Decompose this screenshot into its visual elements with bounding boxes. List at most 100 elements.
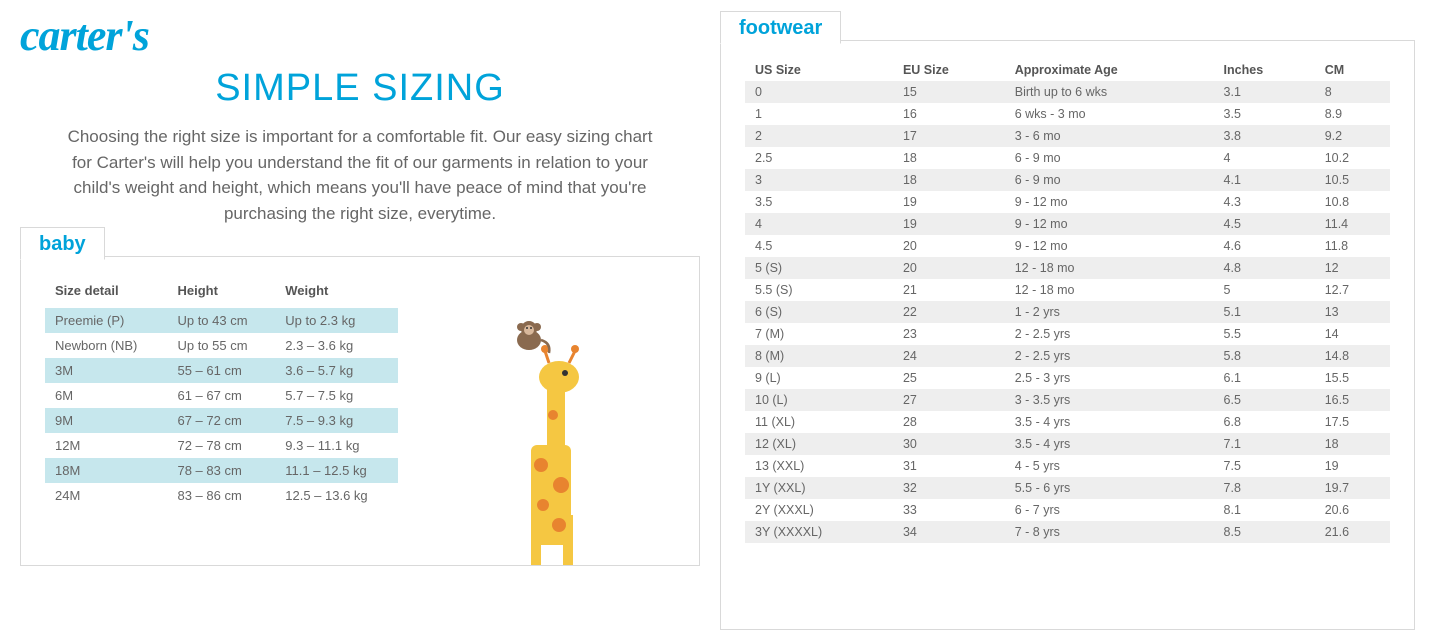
table-cell: 22 [893, 301, 1005, 323]
table-cell: 2.3 – 3.6 kg [275, 333, 398, 358]
table-cell: 6M [45, 383, 167, 408]
table-cell: 3.5 - 4 yrs [1005, 411, 1214, 433]
column-header: Approximate Age [1005, 59, 1214, 81]
table-cell: 0 [745, 81, 893, 103]
table-cell: 3 - 6 mo [1005, 125, 1214, 147]
table-row: 13 (XXL)314 - 5 yrs7.519 [745, 455, 1390, 477]
table-cell: 34 [893, 521, 1005, 543]
table-cell: 4.8 [1214, 257, 1315, 279]
right-column: footwear US SizeEU SizeApproximate AgeIn… [720, 10, 1415, 634]
table-cell: 3.1 [1214, 81, 1315, 103]
table-cell: 23 [893, 323, 1005, 345]
table-cell: 6 (S) [745, 301, 893, 323]
table-cell: 4 [1214, 147, 1315, 169]
table-row: 3M55 – 61 cm3.6 – 5.7 kg [45, 358, 398, 383]
table-cell: 21.6 [1315, 521, 1390, 543]
table-cell: 14.8 [1315, 345, 1390, 367]
table-cell: 78 – 83 cm [167, 458, 275, 483]
table-cell: 32 [893, 477, 1005, 499]
table-cell: 21 [893, 279, 1005, 301]
table-cell: 4 [745, 213, 893, 235]
table-cell: 1 [745, 103, 893, 125]
table-cell: Birth up to 6 wks [1005, 81, 1214, 103]
table-row: 2.5186 - 9 mo410.2 [745, 147, 1390, 169]
table-cell: 8.9 [1315, 103, 1390, 125]
table-cell: 24 [893, 345, 1005, 367]
footwear-sizing-panel: footwear US SizeEU SizeApproximate AgeIn… [720, 40, 1415, 630]
table-cell: 11.4 [1315, 213, 1390, 235]
intro-text: Choosing the right size is important for… [20, 124, 700, 226]
table-cell: 14 [1315, 323, 1390, 345]
table-cell: 1 - 2 yrs [1005, 301, 1214, 323]
table-cell: 5 (S) [745, 257, 893, 279]
table-cell: 5.5 [1214, 323, 1315, 345]
page-title: SIMPLE SIZING [20, 67, 700, 110]
table-cell: 19 [893, 191, 1005, 213]
table-cell: 16.5 [1315, 389, 1390, 411]
table-row: 11 (XL)283.5 - 4 yrs6.817.5 [745, 411, 1390, 433]
table-row: 2173 - 6 mo3.89.2 [745, 125, 1390, 147]
footwear-sizing-table: US SizeEU SizeApproximate AgeInchesCM 01… [745, 59, 1390, 543]
column-header: Weight [275, 275, 398, 308]
table-cell: 20 [893, 235, 1005, 257]
table-cell: 2.5 [745, 147, 893, 169]
table-cell: 19 [893, 213, 1005, 235]
table-cell: 67 – 72 cm [167, 408, 275, 433]
table-row: 8 (M)242 - 2.5 yrs5.814.8 [745, 345, 1390, 367]
table-cell: 15.5 [1315, 367, 1390, 389]
table-cell: 17.5 [1315, 411, 1390, 433]
table-cell: 24M [45, 483, 167, 508]
table-row: 3Y (XXXXL)347 - 8 yrs8.521.6 [745, 521, 1390, 543]
footwear-tab: footwear [720, 11, 841, 44]
table-row: 6M61 – 67 cm5.7 – 7.5 kg [45, 383, 398, 408]
baby-tab: baby [20, 227, 105, 260]
table-row: 9 (L)252.5 - 3 yrs6.115.5 [745, 367, 1390, 389]
table-cell: 4.3 [1214, 191, 1315, 213]
baby-sizing-panel: baby Size detailHeightWeight Preemie (P)… [20, 256, 700, 566]
table-cell: Up to 43 cm [167, 308, 275, 333]
table-cell: 4.5 [745, 235, 893, 257]
column-header: US Size [745, 59, 893, 81]
table-cell: 31 [893, 455, 1005, 477]
table-cell: 4.6 [1214, 235, 1315, 257]
table-cell: 13 [1315, 301, 1390, 323]
table-cell: 8 (M) [745, 345, 893, 367]
left-column: carter's SIMPLE SIZING Choosing the righ… [20, 10, 720, 634]
table-cell: 6 - 9 mo [1005, 169, 1214, 191]
brand-logo: carter's [20, 10, 700, 61]
table-cell: 10.5 [1315, 169, 1390, 191]
table-cell: 6.1 [1214, 367, 1315, 389]
table-cell: 6 wks - 3 mo [1005, 103, 1214, 125]
column-header: Inches [1214, 59, 1315, 81]
table-cell: 7 (M) [745, 323, 893, 345]
table-cell: 2 [745, 125, 893, 147]
table-row: 9M67 – 72 cm7.5 – 9.3 kg [45, 408, 398, 433]
table-cell: 55 – 61 cm [167, 358, 275, 383]
table-cell: 12M [45, 433, 167, 458]
table-cell: 3.5 [745, 191, 893, 213]
column-header: CM [1315, 59, 1390, 81]
table-cell: 8.1 [1214, 499, 1315, 521]
table-cell: 9 - 12 mo [1005, 235, 1214, 257]
table-row: 5.5 (S)2112 - 18 mo512.7 [745, 279, 1390, 301]
column-header: EU Size [893, 59, 1005, 81]
table-cell: 28 [893, 411, 1005, 433]
table-cell: 8 [1315, 81, 1390, 103]
table-row: 4.5209 - 12 mo4.611.8 [745, 235, 1390, 257]
table-header-row: Size detailHeightWeight [45, 275, 398, 308]
table-row: 1166 wks - 3 mo3.58.9 [745, 103, 1390, 125]
table-cell: 3.5 - 4 yrs [1005, 433, 1214, 455]
table-cell: 61 – 67 cm [167, 383, 275, 408]
table-cell: Up to 2.3 kg [275, 308, 398, 333]
table-cell: 20.6 [1315, 499, 1390, 521]
table-cell: 9.2 [1315, 125, 1390, 147]
table-cell: 27 [893, 389, 1005, 411]
table-cell: 5.7 – 7.5 kg [275, 383, 398, 408]
table-cell: 2 - 2.5 yrs [1005, 323, 1214, 345]
table-cell: 12.5 – 13.6 kg [275, 483, 398, 508]
table-cell: 12 - 18 mo [1005, 279, 1214, 301]
table-cell: 19 [1315, 455, 1390, 477]
table-cell: 2Y (XXXL) [745, 499, 893, 521]
column-header: Size detail [45, 275, 167, 308]
table-cell: 5 [1214, 279, 1315, 301]
